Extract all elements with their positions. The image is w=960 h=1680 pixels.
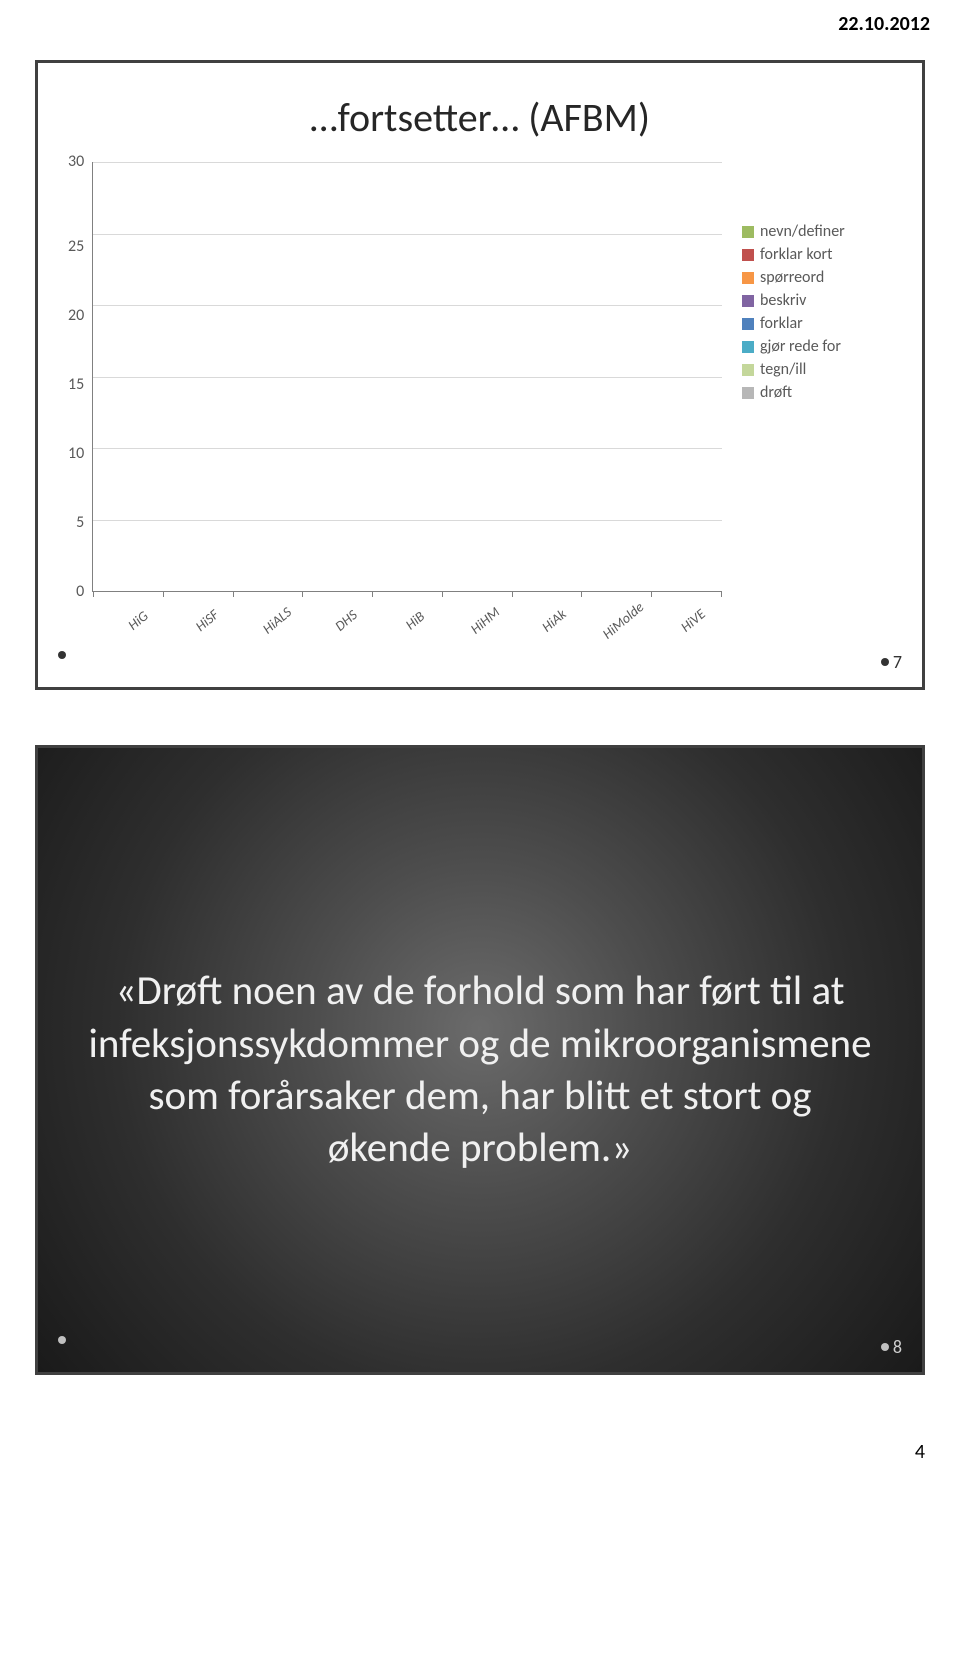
footer-bullet-icon <box>881 1343 889 1351</box>
slide-footer: 8 <box>58 1336 902 1358</box>
page-number: 4 <box>0 1430 960 1484</box>
legend-label: gjør rede for <box>760 337 841 356</box>
x-label: HiVE <box>661 592 725 650</box>
x-label: HiG <box>106 592 170 650</box>
slide-footer: 7 <box>58 651 902 673</box>
x-label: HiHM <box>453 592 517 650</box>
chart-title: …fortsetter… (AFBM) <box>68 93 892 142</box>
slide-chart: …fortsetter… (AFBM) 30 25 20 15 10 5 0 HiGHiSF… <box>35 60 925 690</box>
legend-swatch <box>742 249 754 261</box>
legend-swatch <box>742 341 754 353</box>
x-label: HiAk <box>522 592 586 650</box>
y-axis: 302520151050 <box>68 162 92 592</box>
y-tick: 0 <box>76 584 84 600</box>
legend-swatch <box>742 387 754 399</box>
legend-item: beskriv <box>742 291 892 310</box>
x-label: DHS <box>314 592 378 650</box>
legend: nevn/definer forklar kort spørreord beskriv… <box>742 162 892 406</box>
slide-number: 7 <box>881 651 902 673</box>
x-label: HiB <box>383 592 447 650</box>
y-tick: 10 <box>68 446 84 462</box>
x-axis: HiGHiSFHiALSDHSHiBHiHMHiAkHiMoldeHiVE <box>98 592 722 617</box>
legend-label: nevn/definer <box>760 222 845 241</box>
chart-area: 302520151050 HiGHiSFHiALSDHSHiBHiHMHiAkH… <box>68 162 722 617</box>
y-tick: 5 <box>76 515 84 531</box>
y-tick: 20 <box>68 308 84 324</box>
legend-label: spørreord <box>760 268 824 287</box>
legend-item: nevn/definer <box>742 222 892 241</box>
legend-item: spørreord <box>742 268 892 287</box>
footer-bullet-icon <box>58 1336 66 1344</box>
legend-swatch <box>742 364 754 376</box>
legend-label: beskriv <box>760 291 806 310</box>
x-label: HiMolde <box>591 592 655 650</box>
quote-text: «Drøft noen av de forhold som har ført t… <box>88 965 872 1175</box>
legend-label: forklar <box>760 314 803 333</box>
legend-label: forklar kort <box>760 245 832 264</box>
legend-label: tegn/ill <box>760 360 806 379</box>
x-label: HiALS <box>245 592 309 650</box>
legend-item: gjør rede for <box>742 337 892 356</box>
x-label: HiSF <box>175 592 239 650</box>
y-tick: 30 <box>68 154 84 170</box>
slide-quote: «Drøft noen av de forhold som har ført t… <box>35 745 925 1375</box>
legend-swatch <box>742 318 754 330</box>
slide-number: 8 <box>881 1336 902 1358</box>
legend-swatch <box>742 272 754 284</box>
plot-area <box>92 162 722 592</box>
legend-item: tegn/ill <box>742 360 892 379</box>
legend-swatch <box>742 226 754 238</box>
chart-container: 302520151050 HiGHiSFHiALSDHSHiBHiHMHiAkH… <box>68 162 892 617</box>
legend-item: forklar kort <box>742 245 892 264</box>
page-date: 22.10.2012 <box>0 0 960 40</box>
footer-bullet-icon <box>58 651 66 659</box>
y-tick: 25 <box>68 239 84 255</box>
y-tick: 15 <box>68 377 84 393</box>
legend-swatch <box>742 295 754 307</box>
legend-item: drøft <box>742 383 892 402</box>
legend-label: drøft <box>760 383 792 402</box>
legend-item: forklar <box>742 314 892 333</box>
footer-bullet-icon <box>881 658 889 666</box>
